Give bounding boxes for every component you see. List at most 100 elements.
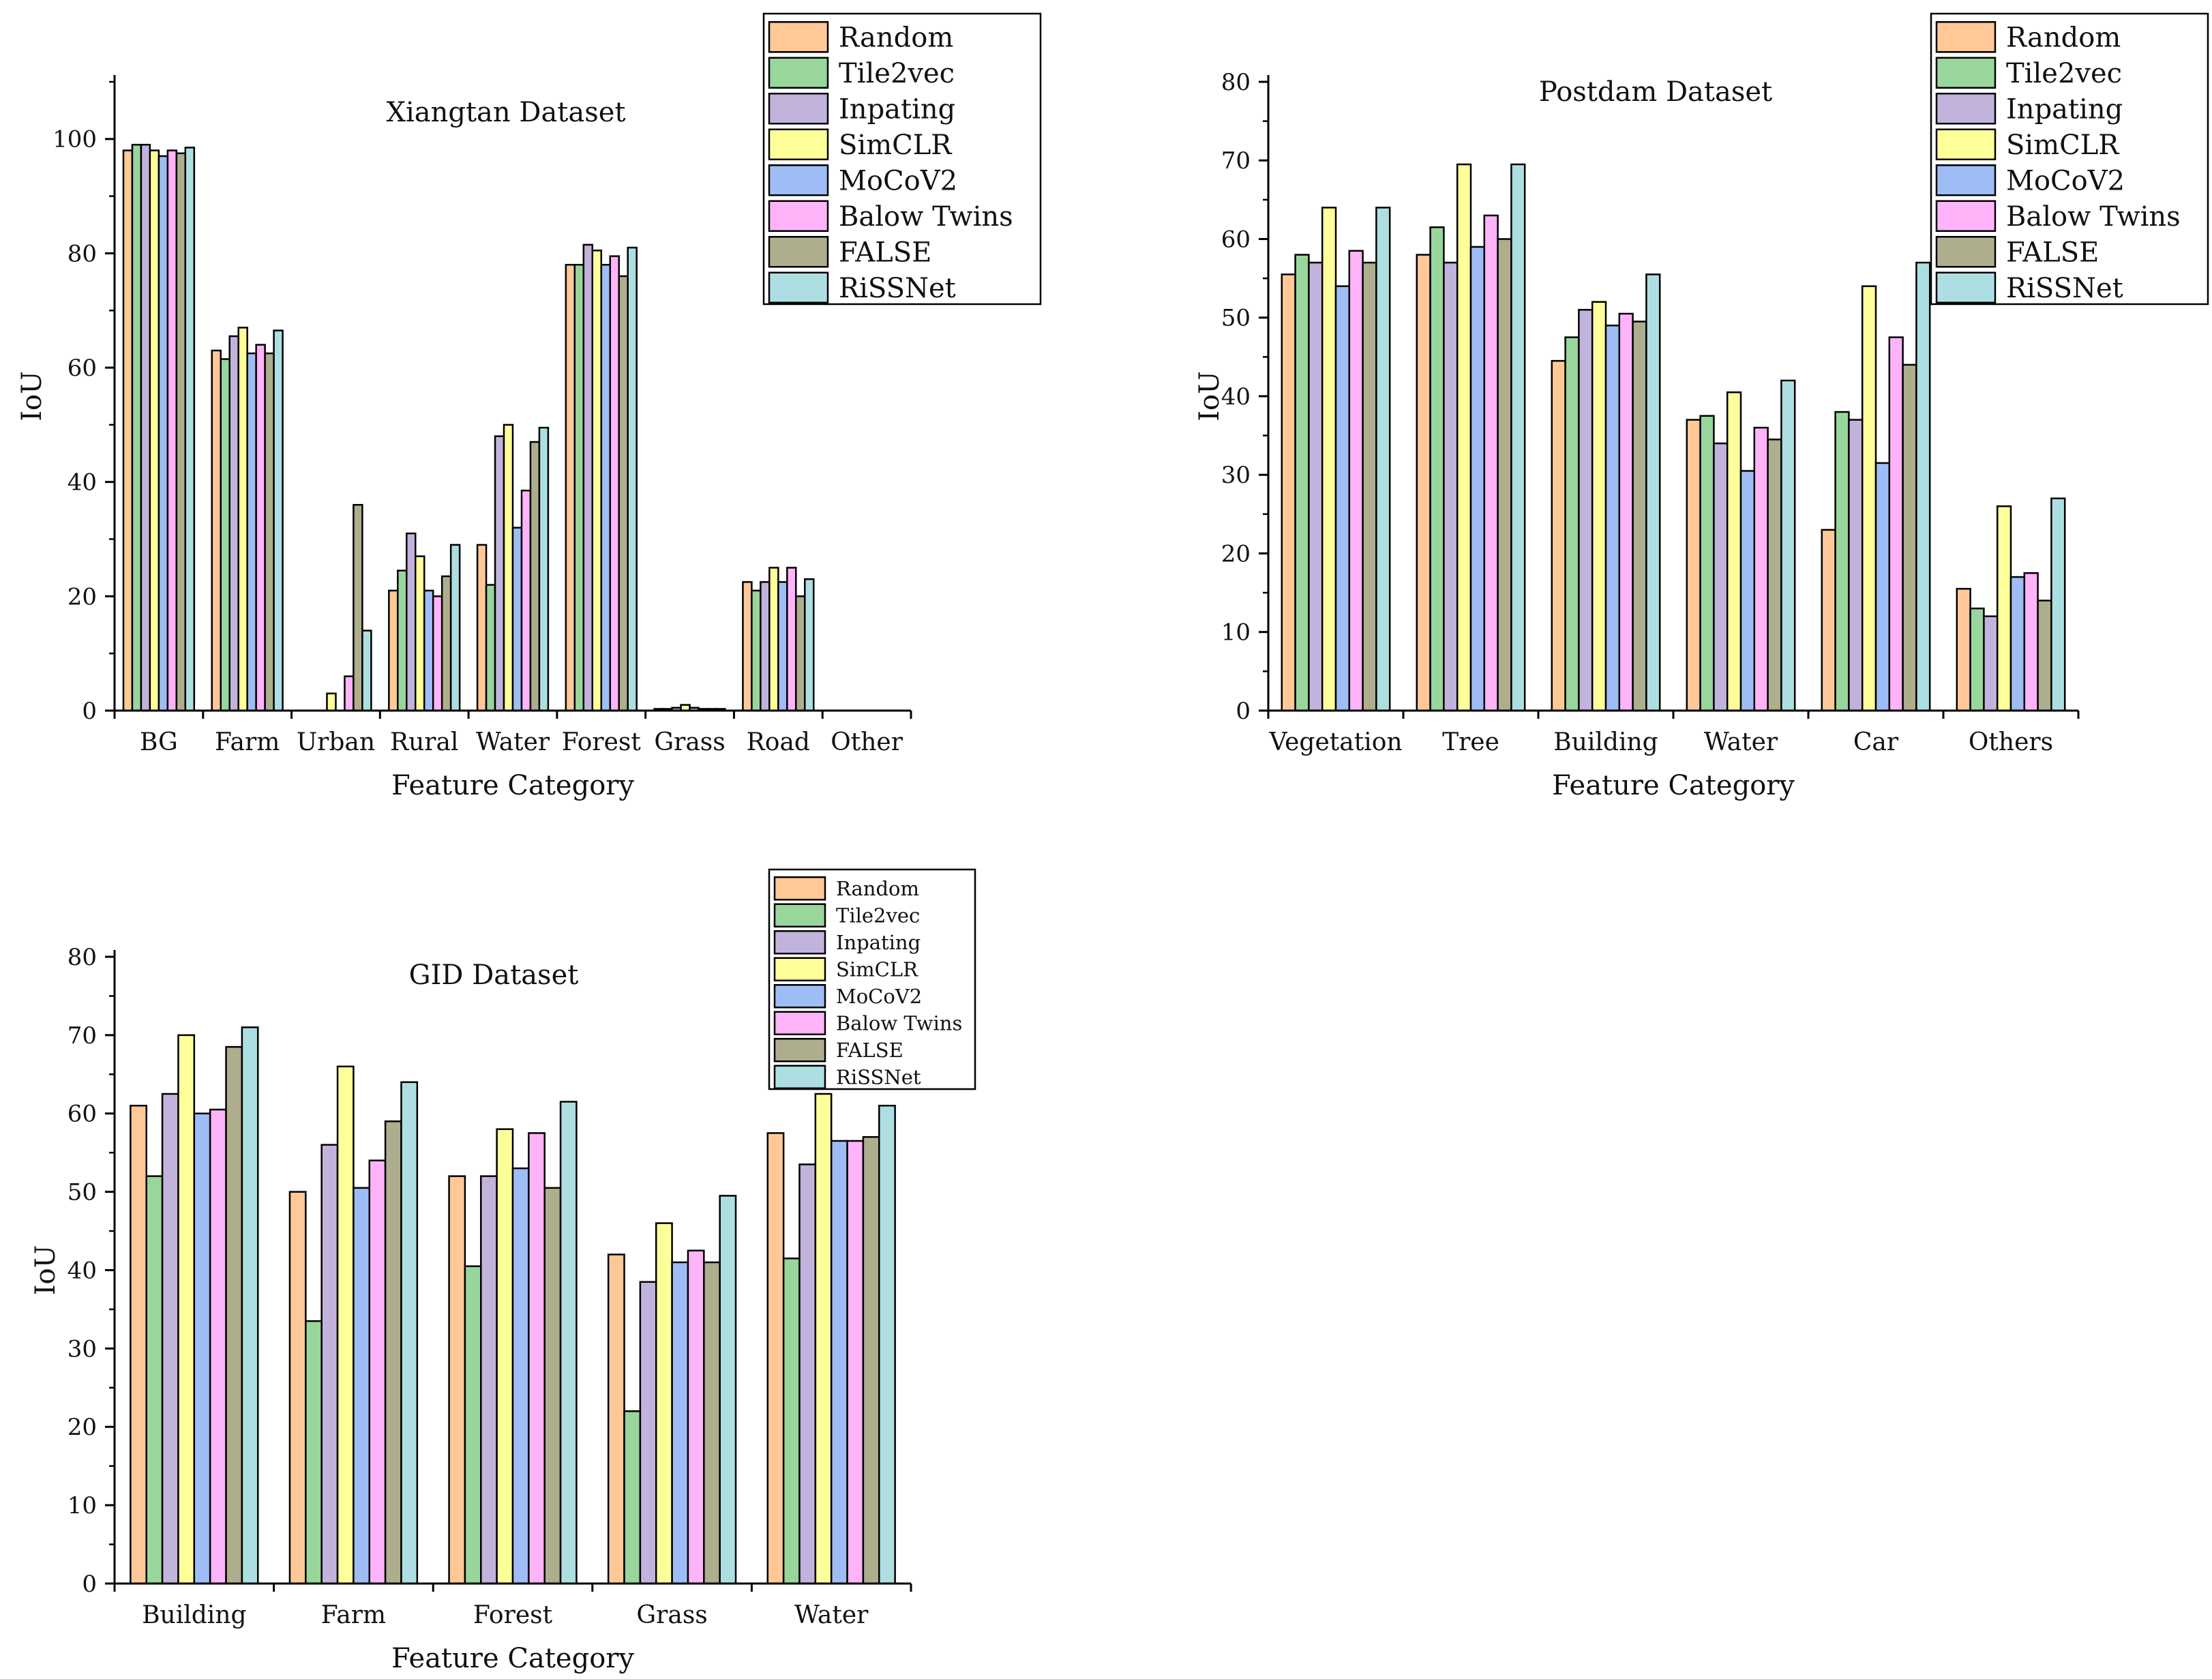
- x-tick-label: Other: [831, 728, 903, 756]
- legend-swatch: [1935, 200, 1997, 232]
- bar: [639, 1281, 657, 1585]
- bar: [1915, 261, 1931, 712]
- series-tile2vec: [145, 1175, 801, 1585]
- bar: [406, 532, 417, 712]
- legend-label: SimCLR: [2006, 130, 2120, 161]
- legend-label: MoCoV2: [2006, 165, 2125, 196]
- x-tick-label: Others: [1969, 728, 2053, 756]
- legend-swatch: [773, 930, 826, 955]
- bar: [464, 1265, 482, 1585]
- legend-label: Inpating: [2006, 93, 2123, 125]
- bar: [511, 526, 523, 712]
- bar: [591, 250, 603, 712]
- bar: [1902, 363, 1917, 712]
- chart-title: Xiangtan Dataset: [387, 97, 626, 128]
- bar: [600, 263, 612, 712]
- bar: [609, 255, 620, 712]
- legend-label: SimCLR: [836, 957, 918, 981]
- legend-swatch: [768, 236, 829, 268]
- y-tick-label: 100: [53, 126, 97, 153]
- x-tick-label: Water: [1704, 728, 1778, 756]
- legend-swatch: [1935, 236, 1997, 268]
- bar: [1294, 254, 1310, 712]
- bar: [529, 441, 541, 712]
- bar: [211, 349, 222, 712]
- gid-chart: 0 10 20 30 40 50 60 70 80 Building Farm Forest Grass…: [30, 868, 976, 1674]
- bar: [1780, 379, 1796, 712]
- legend-swatch: [773, 984, 826, 1009]
- bar: [273, 329, 284, 712]
- bar: [166, 149, 178, 712]
- legend-swatch: [1935, 57, 1997, 89]
- bar: [1983, 615, 1999, 712]
- legend-label: Balow Twins: [836, 1011, 962, 1035]
- bar: [122, 149, 134, 712]
- y-tick-label: 40: [1221, 383, 1251, 411]
- x-tick-label: Tree: [1442, 728, 1499, 756]
- x-tick-label: Water: [794, 1601, 869, 1629]
- bar: [1348, 250, 1364, 712]
- bar: [1308, 261, 1324, 712]
- legend-swatch: [773, 1038, 826, 1063]
- x-tick-label: Car: [1853, 728, 1899, 756]
- bar: [1618, 312, 1634, 712]
- y-tick-label: 70: [68, 1022, 97, 1050]
- bar: [719, 1195, 737, 1585]
- bar: [1753, 426, 1769, 712]
- x-tick-label: Farm: [215, 728, 280, 756]
- bar: [1821, 529, 1836, 712]
- y-tick-label: 0: [82, 1571, 97, 1598]
- bar: [618, 275, 629, 712]
- bar: [1861, 285, 1877, 712]
- legend-swatch: [1935, 164, 1997, 196]
- bar: [559, 1101, 578, 1585]
- legend-label: FALSE: [2006, 237, 2099, 268]
- bar: [241, 1026, 259, 1585]
- bar: [1699, 415, 1715, 712]
- legend-label: Tile2vec: [839, 58, 955, 89]
- bar: [432, 595, 443, 712]
- x-tick-label: Grass: [654, 728, 725, 756]
- bar: [414, 555, 425, 712]
- x-tick-label: BG: [140, 728, 178, 756]
- chart-title: Postdam Dataset: [1539, 76, 1772, 108]
- bar: [353, 504, 363, 712]
- legend-label: Random: [836, 877, 919, 900]
- bar: [1726, 391, 1742, 712]
- bar: [264, 352, 275, 712]
- legend-label: Balow Twins: [2006, 201, 2181, 233]
- bar: [1969, 607, 1985, 712]
- bar: [476, 544, 488, 712]
- y-tick-label: 80: [68, 944, 97, 971]
- bar: [520, 490, 532, 712]
- bar: [503, 424, 514, 712]
- bar: [246, 352, 257, 712]
- bar: [1767, 439, 1782, 712]
- bar: [220, 358, 230, 712]
- x-tick-label: Vegetation: [1268, 728, 1402, 756]
- bar: [440, 575, 452, 712]
- bar: [177, 1034, 196, 1585]
- legend-swatch: [1935, 93, 1997, 125]
- bar: [320, 1144, 339, 1585]
- bar: [149, 149, 160, 712]
- legend-label: RiSSNet: [836, 1065, 921, 1088]
- bar: [1713, 442, 1729, 712]
- legend-label: Tile2vec: [2006, 58, 2122, 89]
- bar: [326, 692, 337, 712]
- bar: [480, 1175, 498, 1585]
- legend-label: FALSE: [839, 237, 931, 268]
- legend-swatch: [768, 164, 829, 196]
- bar: [878, 1105, 896, 1585]
- y-tick-label: 10: [68, 1492, 97, 1519]
- y-tick-label: 60: [1221, 226, 1251, 253]
- y-tick-label: 20: [68, 1414, 97, 1441]
- legend-swatch: [768, 200, 829, 232]
- x-tick-label: Farm: [321, 1601, 386, 1629]
- legend-label: MoCoV2: [839, 165, 957, 196]
- bar: [2009, 576, 2026, 712]
- bar: [485, 584, 496, 712]
- legend-swatch: [773, 876, 826, 901]
- y-tick-label: 20: [68, 583, 97, 610]
- y-tick-label: 40: [68, 1257, 97, 1284]
